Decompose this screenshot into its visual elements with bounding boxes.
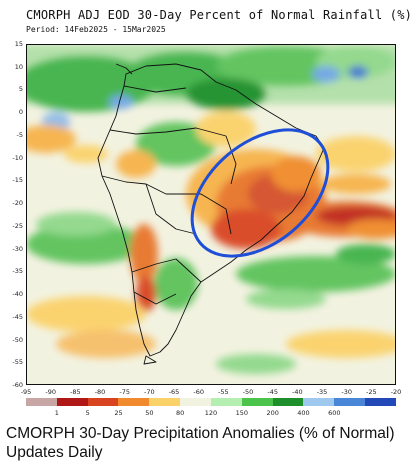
lon-tick-label: -95 [20,388,32,396]
lat-tick-label: -35 [12,267,23,276]
colorbar-label: 200 [266,409,279,417]
colorbar-label: 150 [235,409,249,417]
figure-title: CMORPH ADJ EOD 30-Day Percent of Normal … [26,8,413,22]
caption-line-1: CMORPH 30-Day Precipitation Anomalies (%… [6,425,395,442]
colorbar-swatch [334,398,366,406]
lat-tick-label: -45 [12,312,23,321]
colorbar-swatch [272,398,304,406]
lon-tick-label: -90 [45,388,56,396]
lon-tick-label: -30 [341,388,352,396]
colorbar-label: 120 [204,409,218,417]
map-figure: CMORPH ADJ EOD 30-Day Percent of Normal … [12,8,413,417]
caption: CMORPH 30-Day Precipitation Anomalies (%… [6,424,394,462]
lat-tick-label: -40 [12,290,23,299]
lon-tick-label: -60 [193,388,204,396]
colorbar-swatch [87,398,119,406]
lon-tick-label: -75 [119,388,130,396]
colorbar-label: 50 [145,409,154,417]
precipitation-anomaly-map [26,44,396,385]
lat-tick-label: 10 [14,62,23,71]
highlight-ellipse [190,128,330,258]
lon-tick-label: -80 [94,388,106,396]
colorbar-swatch [210,398,242,406]
lat-tick-label: 0 [18,108,23,117]
lat-tick-label: -60 [12,381,23,389]
lat-tick-label: -50 [12,335,23,344]
colorbar-swatch [118,398,150,406]
lon-tick-label: -20 [390,388,402,396]
colorbar-label: 400 [297,409,310,417]
lat-tick-label: -30 [12,244,23,253]
lon-tick-label: -50 [242,388,254,396]
lat-tick-label: -55 [12,358,23,367]
lat-tick-label: -15 [12,176,23,185]
lon-tick-label: -25 [366,388,377,396]
caption-line-2: Updates Daily [6,444,103,461]
colorbar-swatch [56,398,88,406]
colorbar-swatch [180,398,211,406]
colorbar-swatch [149,398,181,406]
colorbar-label: 5 [85,409,90,417]
lon-tick-label: -45 [267,388,278,396]
colorbar-label: 1 [54,409,59,417]
lat-tick-label: 15 [14,40,23,48]
figure-period: Period: 14Feb2025 - 15Mar2025 [26,25,166,34]
colorbar [26,398,396,406]
colorbar-swatch [303,398,335,406]
lat-tick-label: -5 [16,130,23,139]
lat-tick-label: -25 [12,221,23,230]
colorbar-label: 80 [176,409,185,417]
colorbar-label: 25 [114,409,123,417]
lon-tick-label: -70 [144,388,155,396]
colorbar-swatch [241,398,273,406]
lon-tick-label: -35 [316,388,328,396]
lon-tick-label: -40 [292,388,303,396]
colorbar-swatch [26,398,57,406]
lat-tick-label: -10 [12,153,23,162]
colorbar-swatch [365,398,396,406]
lon-tick-label: -55 [218,388,229,396]
lon-tick-label: -85 [70,388,81,396]
lat-tick-label: -20 [12,199,23,208]
lon-tick-label: -65 [168,388,180,396]
colorbar-label: 600 [328,409,341,417]
lat-tick-label: 5 [18,85,23,94]
